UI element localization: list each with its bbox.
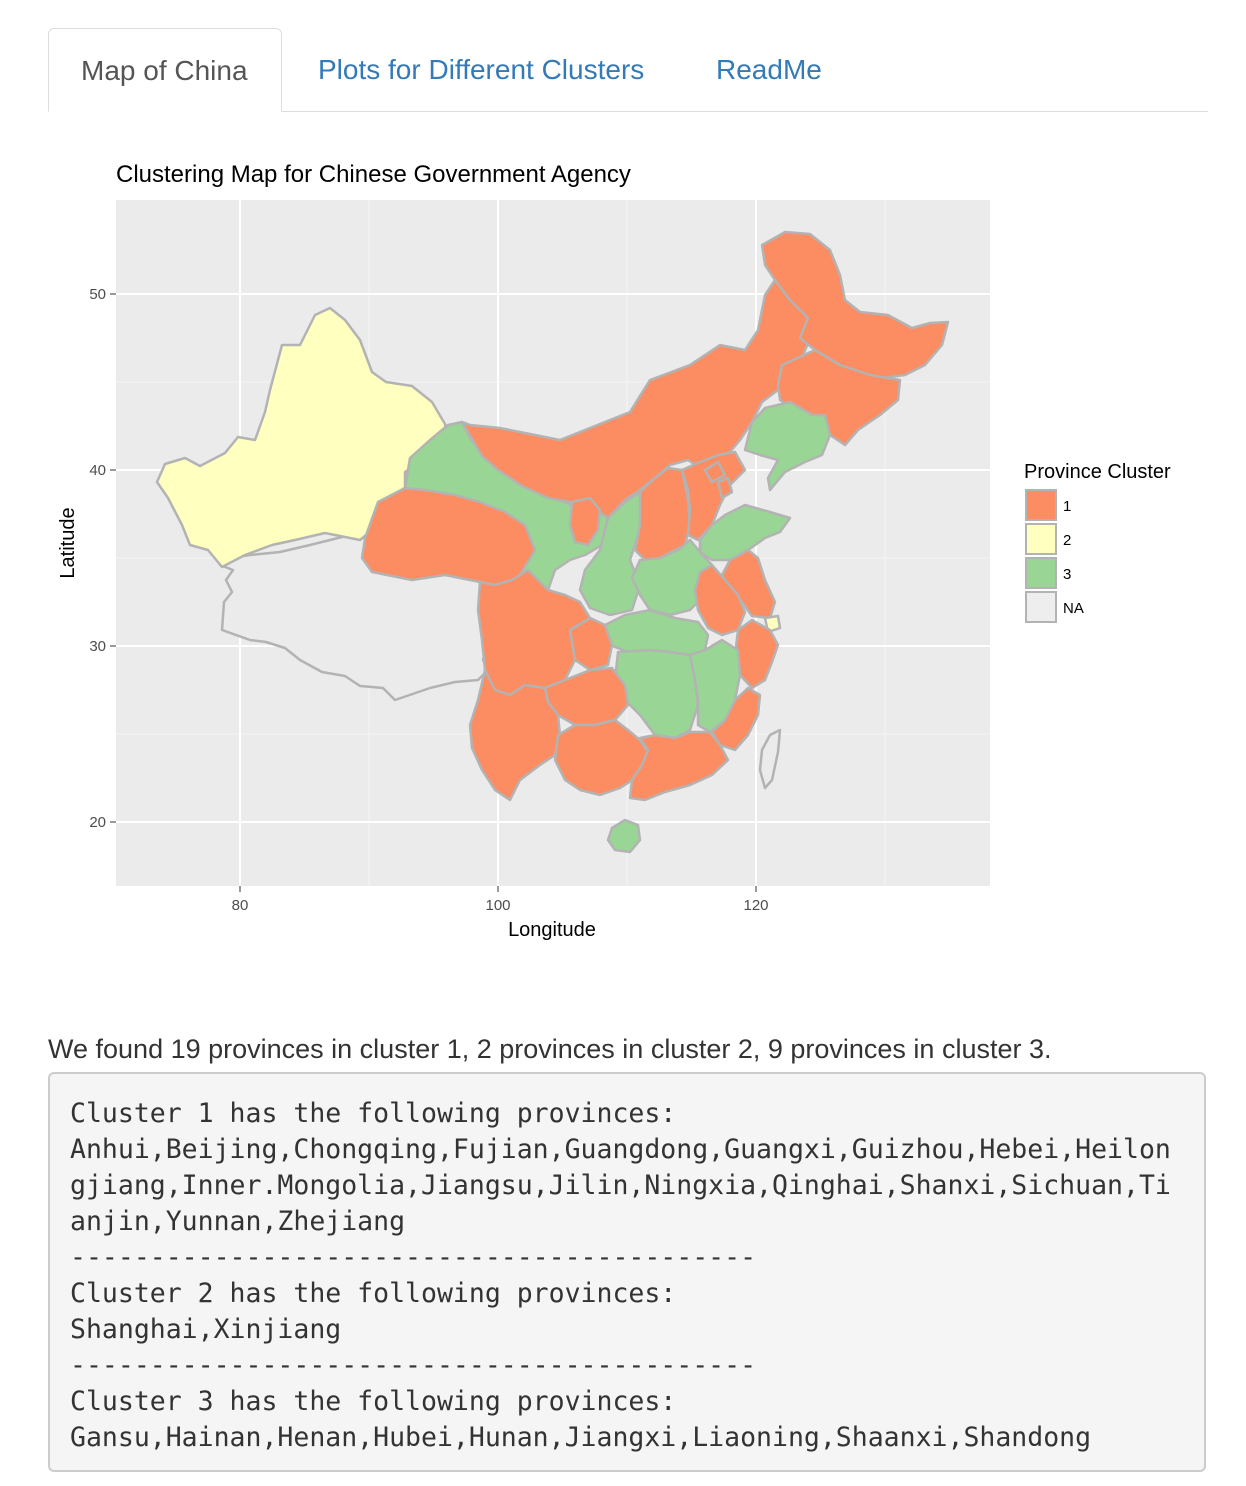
map-title: Clustering Map for Chinese Government Ag…: [116, 161, 631, 188]
output-line: Cluster 3 has the following provinces:: [70, 1386, 677, 1417]
cluster-output-block: Cluster 1 has the following provinces: A…: [48, 1072, 1206, 1472]
tab-bar: Map of China Plots for Different Cluster…: [48, 28, 1208, 112]
region-hainan: [606, 818, 642, 854]
region-liaoning: [743, 400, 832, 492]
tab-plots-for-different-clusters[interactable]: Plots for Different Clusters: [318, 54, 645, 85]
legend: Province Cluster 1 2 3 NA: [1024, 461, 1171, 623]
region-beijing: [703, 460, 727, 484]
legend-title: Province Cluster: [1024, 461, 1171, 483]
x-tick-100: 100: [485, 897, 510, 914]
map-regions: [155, 230, 950, 854]
output-separator: ----------------------------------------…: [70, 1242, 757, 1273]
legend-swatch-1: [1025, 489, 1057, 521]
region-yunnan: [468, 668, 562, 802]
legend-swatch-na: [1025, 591, 1057, 623]
y-axis-label: Latitude: [57, 507, 79, 578]
y-axis-ticks: 50 40 30 20: [89, 286, 116, 831]
x-tick-120: 120: [743, 897, 768, 914]
legend-label-na: NA: [1063, 600, 1084, 617]
y-tick-50: 50: [89, 286, 106, 303]
legend-swatch-2: [1025, 523, 1057, 555]
cluster-summary-text: We found 19 provinces in cluster 1, 2 pr…: [48, 1034, 1052, 1064]
region-tianjin: [716, 476, 734, 500]
y-tick-30: 30: [89, 638, 106, 655]
region-heilongjiang: [760, 230, 950, 380]
y-tick-20: 20: [89, 814, 106, 831]
region-taiwan: [758, 728, 782, 790]
legend-label-3: 3: [1063, 566, 1071, 583]
output-separator: ----------------------------------------…: [70, 1350, 757, 1381]
region-xinjiang: [155, 306, 450, 569]
x-axis-label: Longitude: [508, 919, 596, 941]
tab-readme[interactable]: ReadMe: [716, 54, 822, 85]
legend-swatch-3: [1025, 557, 1057, 589]
cluster-map: Clustering Map for Chinese Government Ag…: [57, 161, 1171, 941]
region-guangdong: [628, 730, 730, 802]
output-line: Anhui,Beijing,Chongqing,Fujian,Guangdong…: [70, 1134, 1171, 1165]
output-line: gjiang,Inner.Mongolia,Jiangsu,Jilin,Ning…: [70, 1170, 1171, 1201]
output-line: Cluster 1 has the following provinces:: [70, 1098, 677, 1129]
region-ningxia: [568, 496, 602, 547]
legend-label-2: 2: [1063, 532, 1071, 549]
region-chongqing: [568, 616, 614, 672]
x-axis-ticks: 80 100 120: [232, 886, 769, 914]
output-line: Shanghai,Xinjiang: [70, 1314, 342, 1345]
output-line: Gansu,Hainan,Henan,Hubei,Hunan,Jiangxi,L…: [70, 1422, 1092, 1453]
region-fujian: [710, 686, 762, 752]
tab-map-of-china[interactable]: Map of China: [48, 28, 282, 112]
output-line: anjin,Yunnan,Zhejiang: [70, 1206, 406, 1237]
region-hebei: [680, 450, 747, 542]
region-shandong: [698, 503, 792, 562]
x-tick-80: 80: [232, 897, 249, 914]
legend-label-1: 1: [1063, 498, 1071, 515]
y-tick-40: 40: [89, 462, 106, 479]
output-line: Cluster 2 has the following provinces:: [70, 1278, 677, 1309]
